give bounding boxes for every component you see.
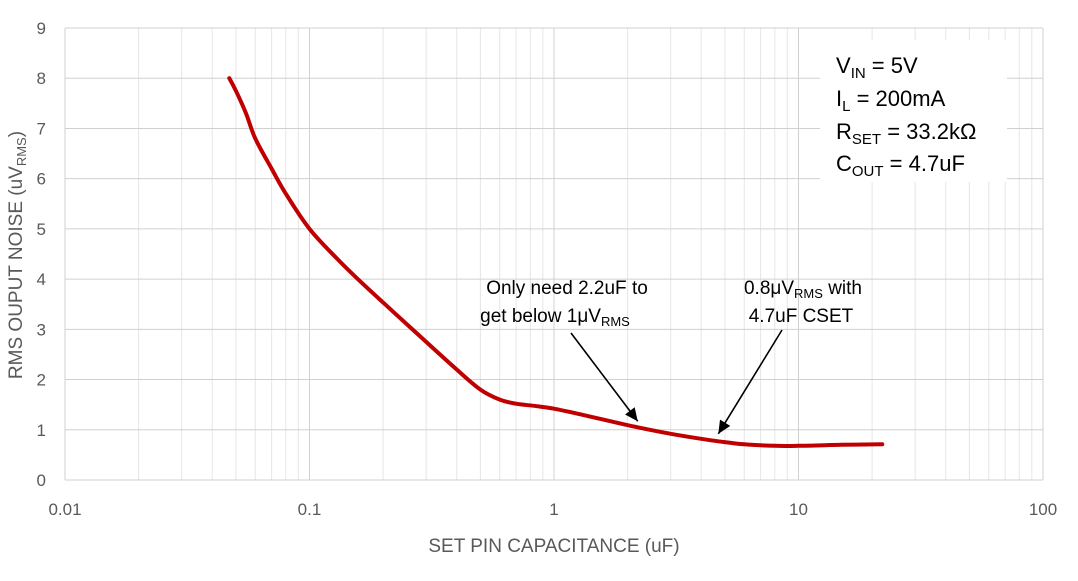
y-tick-label: 9 xyxy=(37,19,46,38)
condition-rset: RSET = 33.2kΩ xyxy=(836,119,976,148)
x-tick-label: 0.1 xyxy=(298,500,322,519)
y-axis-title: RMS OUPUT NOISE (uVRMS) xyxy=(6,131,29,379)
y-tick-label: 6 xyxy=(37,170,46,189)
x-tick-labels: 0.01 0.1 1 10 100 xyxy=(48,500,1057,519)
y-tick-label: 8 xyxy=(37,69,46,88)
annotation-2p2uf-line1: Only need 2.2uF to xyxy=(486,278,648,299)
annotation-arrows xyxy=(570,329,783,435)
y-tick-label: 4 xyxy=(37,270,46,289)
x-tick-label: 0.01 xyxy=(48,500,81,519)
annotation-arrow-head xyxy=(625,407,638,422)
annotation-arrow-head xyxy=(718,419,731,434)
y-tick-label: 7 xyxy=(37,119,46,138)
y-tick-label: 3 xyxy=(37,320,46,339)
condition-vin: VIN = 5V xyxy=(836,53,918,82)
annotation-4p7uf-line1: 0.8μVRMS with xyxy=(744,278,862,301)
noise-curve xyxy=(227,76,885,448)
x-tick-label: 1 xyxy=(549,500,558,519)
annotation-arrow-line xyxy=(570,332,639,422)
annotation-4p7uf-line2: 4.7uF CSET xyxy=(749,306,854,327)
y-tick-labels: 0 1 2 3 4 5 6 7 8 9 xyxy=(37,19,46,490)
annotation-arrow-line xyxy=(717,329,783,435)
condition-il: IL = 200mA xyxy=(836,86,946,115)
y-tick-label: 5 xyxy=(37,220,46,239)
x-tick-label: 100 xyxy=(1029,500,1057,519)
y-tick-label: 1 xyxy=(37,421,46,440)
conditions-box xyxy=(820,40,1007,182)
x-tick-label: 10 xyxy=(789,500,808,519)
y-tick-label: 0 xyxy=(37,471,46,490)
condition-cout: COUT = 4.7uF xyxy=(836,151,965,180)
series-layer xyxy=(227,76,885,448)
x-axis-title: SET PIN CAPACITANCE (uF) xyxy=(428,536,679,557)
y-tick-label: 2 xyxy=(37,371,46,390)
annotation-2p2uf-line2: get below 1μVRMS xyxy=(480,306,630,329)
